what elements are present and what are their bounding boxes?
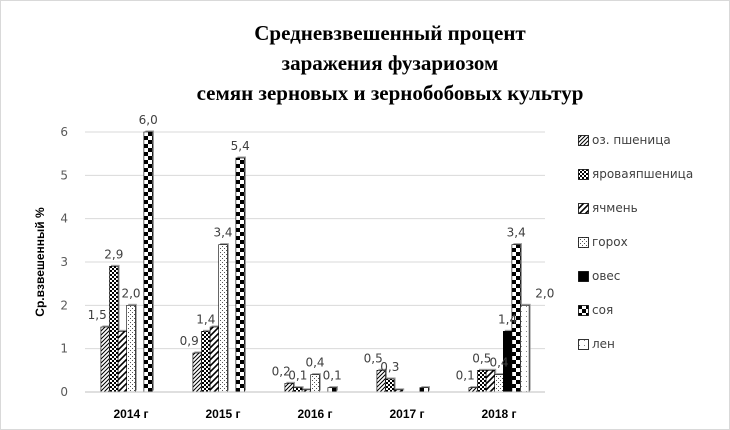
bar-shadow xyxy=(303,388,313,391)
data-label: 3,4 xyxy=(507,226,526,240)
data-label: 0,3 xyxy=(380,360,399,374)
bar xyxy=(385,378,395,393)
bar xyxy=(419,387,429,393)
bar xyxy=(201,331,211,393)
legend-label: лен xyxy=(592,337,615,351)
x-tick-label: 2018 г xyxy=(481,407,516,421)
data-label: 1,5 xyxy=(88,308,107,322)
bar xyxy=(100,326,110,393)
bar xyxy=(468,387,478,393)
bar-shadow xyxy=(395,388,405,391)
data-label: 2,0 xyxy=(535,286,554,300)
legend-item: соя xyxy=(578,302,613,318)
bar xyxy=(209,326,220,393)
y-tick-label: 0 xyxy=(60,385,68,399)
y-tick-label: 1 xyxy=(60,342,68,356)
legend-swatch xyxy=(578,202,589,214)
data-labels: 1,52,92,06,00,91,43,45,40,20,10,40,10,50… xyxy=(88,113,555,383)
data-label: 6,0 xyxy=(139,113,158,127)
legend-item: лен xyxy=(578,336,615,352)
data-label: 2,9 xyxy=(104,247,123,261)
data-label: 0,2 xyxy=(272,364,291,378)
legend-item: яроваяпшеница xyxy=(578,166,693,182)
data-label: 0,1 xyxy=(288,369,307,383)
x-tick-label: 2015 г xyxy=(205,407,240,421)
legend-label: ячмень xyxy=(592,201,638,215)
legend-item: оз. пшеница xyxy=(578,132,671,148)
data-label: 2,0 xyxy=(121,286,140,300)
legend-label: овес xyxy=(592,269,621,283)
data-label: 0,9 xyxy=(180,334,199,348)
data-label: 0,4 xyxy=(489,356,508,370)
legend-label: соя xyxy=(592,303,614,317)
legend-label: яроваяпшеница xyxy=(592,167,694,181)
bar xyxy=(218,244,228,393)
legend-label: горох xyxy=(592,235,628,249)
bar xyxy=(117,331,127,393)
x-tick-label: 2016 г xyxy=(297,407,332,421)
y-tick-label: 3 xyxy=(60,255,68,269)
y-axis-label: Ср.взвешенный % xyxy=(33,207,47,317)
data-label: 3,4 xyxy=(213,226,232,240)
y-tick-label: 2 xyxy=(60,298,68,312)
data-label: 1,4 xyxy=(196,312,215,326)
y-tick-label: 4 xyxy=(60,212,68,226)
data-label: 0,5 xyxy=(364,351,383,365)
legend-swatch xyxy=(578,304,589,316)
legend-item: ячмень xyxy=(578,200,638,216)
y-tick-label: 5 xyxy=(60,168,68,182)
bar xyxy=(310,374,320,393)
legend-swatch xyxy=(578,134,589,146)
data-label: 1,4 xyxy=(498,312,517,326)
bar xyxy=(477,370,487,393)
chart-title: Средневзвешенный процент заражения фузар… xyxy=(160,18,620,108)
bar xyxy=(293,387,303,393)
data-label: 5,4 xyxy=(231,139,250,153)
x-tick-label: 2014 г xyxy=(113,407,148,421)
legend-swatch xyxy=(578,338,589,350)
data-label: 0,1 xyxy=(323,369,342,383)
legend-swatch xyxy=(578,270,589,282)
chart-title-line-3: семян зерновых и зернобобовых культур xyxy=(196,81,584,105)
legend-swatch xyxy=(578,236,589,248)
legend-swatch xyxy=(578,168,589,180)
bar xyxy=(520,305,530,393)
bar xyxy=(192,352,202,393)
bar xyxy=(143,131,153,393)
bar xyxy=(126,305,136,393)
legend-item: овес xyxy=(578,268,620,284)
y-tick-label: 6 xyxy=(60,125,68,139)
bar xyxy=(485,370,496,393)
chart-title-line-1: Средневзвешенный процент xyxy=(254,21,526,45)
legend-item: горох xyxy=(578,234,628,250)
bar xyxy=(235,157,245,393)
chart-title-line-2: заражения фузариозом xyxy=(281,51,499,75)
data-label: 0,4 xyxy=(305,356,324,370)
axes: 0 1 2 3 4 5 6 Ср.взвешенный % 2014 г 2015 г 2016 г… xyxy=(33,125,545,421)
bar xyxy=(494,374,504,393)
bar xyxy=(327,387,337,393)
data-label: 0,1 xyxy=(456,369,475,383)
bar xyxy=(109,266,119,393)
x-tick-label: 2017 г xyxy=(389,407,424,421)
bars xyxy=(100,130,531,393)
data-label: 0,5 xyxy=(472,351,491,365)
legend-label: оз. пшеница xyxy=(592,133,671,147)
bar xyxy=(284,383,294,393)
